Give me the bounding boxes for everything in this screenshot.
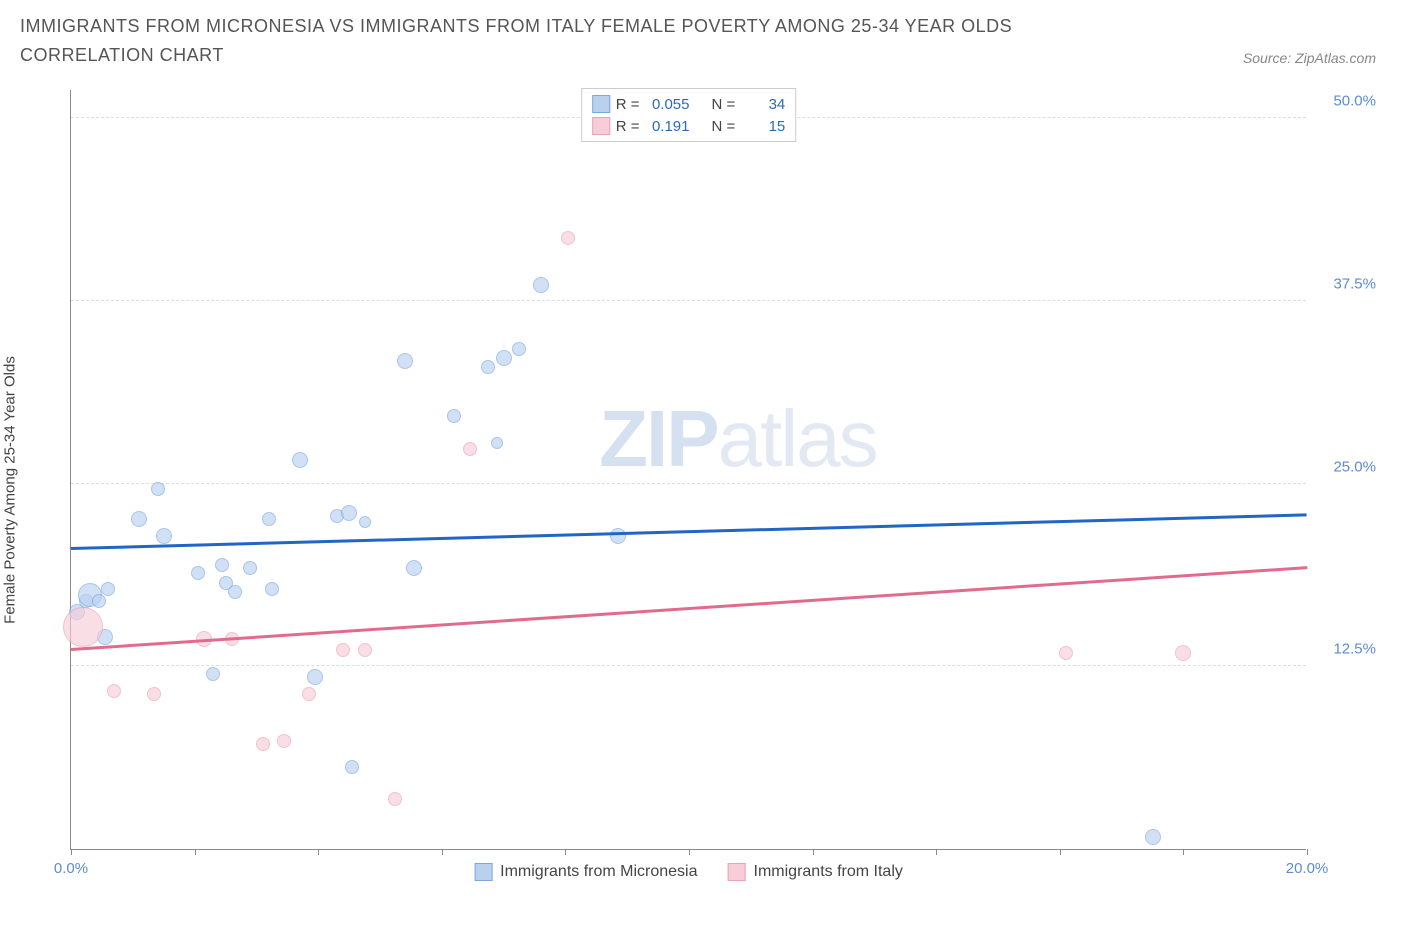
- legend-r-label: R =: [616, 118, 640, 135]
- legend-r-label: R =: [616, 96, 640, 113]
- watermark: ZIPatlas: [599, 393, 876, 485]
- x-tick: [195, 849, 196, 855]
- data-point: [341, 505, 357, 521]
- data-point: [292, 452, 308, 468]
- trend-line: [71, 566, 1307, 650]
- data-point: [610, 528, 626, 544]
- data-point: [481, 360, 495, 374]
- x-tick: [1060, 849, 1061, 855]
- data-point: [262, 512, 276, 526]
- chart-title: IMMIGRANTS FROM MICRONESIA VS IMMIGRANTS…: [20, 12, 1120, 70]
- data-point: [336, 643, 350, 657]
- gridline: [71, 300, 1306, 301]
- data-point: [206, 667, 220, 681]
- x-tick: [936, 849, 937, 855]
- y-tick-label: 37.5%: [1333, 275, 1376, 292]
- y-tick-label: 25.0%: [1333, 458, 1376, 475]
- data-point: [156, 528, 172, 544]
- trend-line: [71, 513, 1307, 549]
- chart-container: Female Poverty Among 25-34 Year Olds ZIP…: [20, 80, 1386, 900]
- data-point: [533, 277, 549, 293]
- data-point: [496, 350, 512, 366]
- x-tick: [1183, 849, 1184, 855]
- data-point: [358, 643, 372, 657]
- legend-swatch: [592, 95, 610, 113]
- legend-stats-row: R = 0.055 N = 34: [592, 93, 786, 115]
- data-point: [101, 582, 115, 596]
- data-point: [277, 734, 291, 748]
- data-point: [345, 760, 359, 774]
- legend-series-item: Immigrants from Micronesia: [474, 863, 697, 881]
- data-point: [191, 566, 205, 580]
- data-point: [359, 516, 371, 528]
- data-point: [131, 511, 147, 527]
- legend-r-value: 0.191: [646, 118, 690, 135]
- data-point: [1059, 646, 1073, 660]
- data-point: [447, 409, 461, 423]
- y-tick-label: 12.5%: [1333, 641, 1376, 658]
- legend-r-value: 0.055: [646, 96, 690, 113]
- data-point: [307, 669, 323, 685]
- legend-series-label: Immigrants from Italy: [754, 863, 903, 881]
- data-point: [512, 342, 526, 356]
- data-point: [147, 687, 161, 701]
- x-tick: [318, 849, 319, 855]
- y-axis-label: Female Poverty Among 25-34 Year Olds: [2, 356, 19, 624]
- data-point: [1145, 829, 1161, 845]
- data-point: [491, 437, 503, 449]
- legend-n-value: 34: [741, 96, 785, 113]
- source-attribution: Source: ZipAtlas.com: [1243, 50, 1386, 70]
- data-point: [561, 231, 575, 245]
- legend-swatch: [728, 863, 746, 881]
- data-point: [107, 684, 121, 698]
- x-tick: [813, 849, 814, 855]
- watermark-bold: ZIP: [599, 394, 717, 483]
- data-point: [1175, 645, 1191, 661]
- x-tick-label: 20.0%: [1286, 860, 1329, 877]
- data-point: [463, 442, 477, 456]
- data-point: [406, 560, 422, 576]
- legend-swatch: [474, 863, 492, 881]
- x-tick: [689, 849, 690, 855]
- gridline: [71, 665, 1306, 666]
- x-tick-label: 0.0%: [54, 860, 88, 877]
- data-point: [243, 561, 257, 575]
- legend-n-label: N =: [712, 96, 736, 113]
- data-point: [388, 792, 402, 806]
- data-point: [397, 353, 413, 369]
- legend-stats: R = 0.055 N = 34 R = 0.191 N = 15: [581, 88, 797, 142]
- source-prefix: Source:: [1243, 50, 1295, 66]
- x-tick: [71, 849, 72, 855]
- legend-n-value: 15: [741, 118, 785, 135]
- data-point: [63, 607, 103, 647]
- data-point: [265, 582, 279, 596]
- x-tick: [1307, 849, 1308, 855]
- data-point: [215, 558, 229, 572]
- gridline: [71, 483, 1306, 484]
- legend-series-label: Immigrants from Micronesia: [500, 863, 697, 881]
- legend-series-item: Immigrants from Italy: [728, 863, 903, 881]
- source-name: ZipAtlas.com: [1295, 50, 1376, 66]
- data-point: [302, 687, 316, 701]
- legend-stats-row: R = 0.191 N = 15: [592, 115, 786, 137]
- legend-n-label: N =: [712, 118, 736, 135]
- legend-swatch: [592, 117, 610, 135]
- watermark-light: atlas: [718, 394, 877, 483]
- x-tick: [565, 849, 566, 855]
- y-tick-label: 50.0%: [1333, 93, 1376, 110]
- x-tick: [442, 849, 443, 855]
- data-point: [151, 482, 165, 496]
- data-point: [256, 737, 270, 751]
- data-point: [92, 594, 106, 608]
- plot-area: ZIPatlas 12.5%25.0%37.5%50.0%0.0%20.0%R …: [70, 90, 1306, 850]
- legend-series: Immigrants from Micronesia Immigrants fro…: [474, 863, 903, 881]
- data-point: [228, 585, 242, 599]
